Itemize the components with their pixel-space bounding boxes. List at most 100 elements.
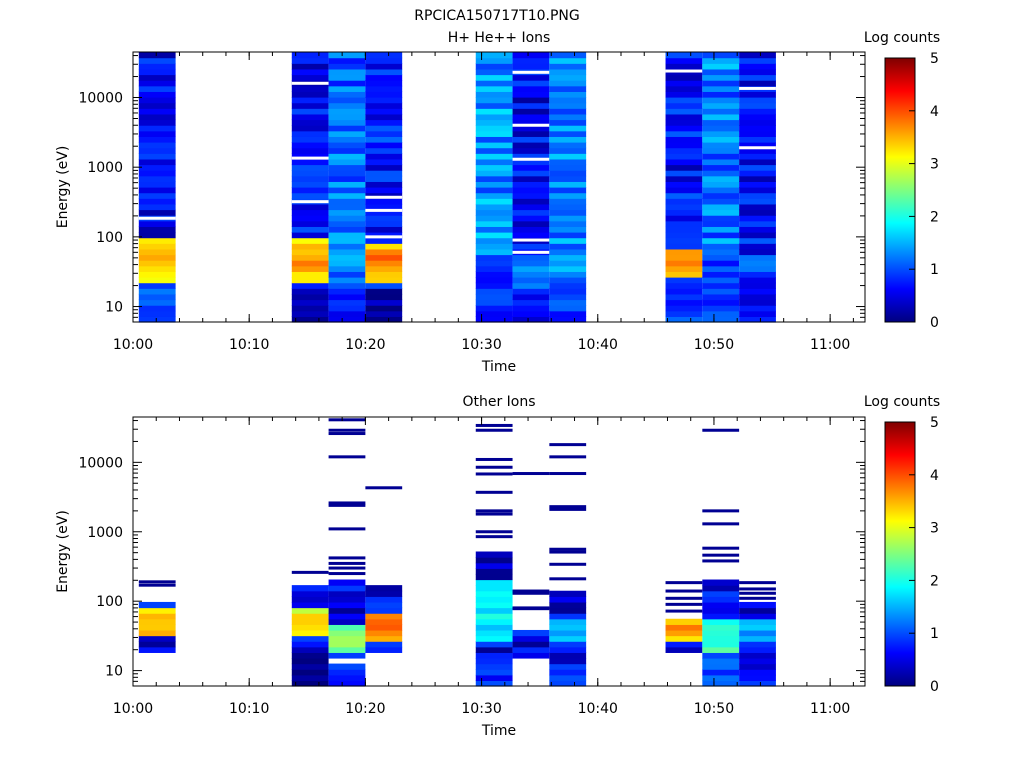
energy-bin — [512, 635, 550, 642]
energy-bin — [291, 310, 329, 317]
energy-bin — [291, 282, 329, 289]
energy-bin — [549, 641, 587, 648]
energy-bin — [138, 220, 176, 227]
energy-bin — [365, 198, 403, 205]
time-column — [138, 52, 176, 323]
energy-bin — [739, 215, 776, 222]
energy-bin — [549, 237, 587, 244]
energy-bin — [475, 299, 513, 306]
energy-bin — [549, 629, 587, 637]
energy-bin — [475, 113, 513, 121]
energy-bin — [475, 170, 513, 177]
energy-bin — [328, 265, 366, 272]
energy-bin — [365, 646, 403, 653]
energy-bin — [138, 80, 176, 87]
energy-bin — [365, 243, 403, 250]
energy-bin — [475, 601, 513, 609]
energy-bin — [665, 198, 703, 205]
energy-bin — [512, 175, 550, 182]
energy-bin — [475, 316, 513, 323]
energy-bin — [512, 299, 550, 306]
count-line — [702, 553, 740, 557]
energy-bin — [512, 288, 550, 295]
energy-bin — [475, 237, 513, 244]
x-tick-label: 11:00 — [810, 337, 850, 353]
energy-bin — [665, 237, 703, 244]
energy-bin — [665, 248, 703, 256]
energy-bin — [549, 248, 587, 256]
energy-bin — [328, 57, 366, 64]
energy-bin — [549, 646, 587, 653]
energy-bin — [475, 187, 513, 194]
energy-bin — [475, 282, 513, 289]
time-column — [665, 581, 703, 653]
energy-bin — [665, 635, 703, 642]
energy-bin — [475, 590, 513, 597]
energy-bin — [702, 624, 740, 631]
energy-bin — [512, 641, 550, 648]
data-gap — [512, 123, 550, 127]
colorbar-tick-label: 0 — [930, 679, 939, 695]
energy-bin — [549, 68, 587, 76]
colorbar-tick-label: 2 — [930, 573, 939, 589]
energy-bin — [665, 187, 703, 194]
energy-bin — [549, 52, 587, 59]
energy-bin — [549, 203, 587, 211]
energy-bin — [138, 641, 176, 648]
energy-bin — [365, 596, 403, 603]
energy-bin — [739, 74, 776, 81]
energy-bin — [665, 102, 703, 109]
energy-bin — [328, 97, 366, 104]
energy-bin — [328, 260, 366, 267]
energy-bin — [549, 192, 587, 199]
energy-bin — [702, 175, 740, 182]
energy-bin — [702, 226, 740, 233]
energy-bin — [739, 91, 776, 98]
energy-bin — [702, 158, 740, 166]
energy-bin — [328, 181, 366, 188]
energy-bin — [291, 618, 329, 625]
energy-bin — [549, 680, 587, 687]
energy-bin — [328, 164, 366, 171]
energy-bin — [702, 657, 740, 665]
energy-bin — [365, 170, 403, 177]
energy-bin — [365, 585, 403, 592]
energy-bin — [291, 170, 329, 177]
energy-bin — [365, 192, 403, 199]
energy-bin — [328, 108, 366, 115]
energy-bin — [475, 265, 513, 272]
data-gap — [365, 235, 403, 239]
colorbar-tick-label: 4 — [930, 468, 939, 484]
count-line — [702, 559, 740, 563]
time-column — [291, 52, 329, 323]
colorbar-tick-label: 5 — [930, 415, 939, 431]
energy-bin — [365, 629, 403, 637]
energy-bin — [475, 557, 513, 564]
x-tick-label: 10:20 — [345, 701, 385, 717]
energy-bin — [291, 63, 329, 70]
energy-bin — [328, 607, 366, 614]
energy-bin — [702, 170, 740, 177]
colorbar-tick-label: 1 — [930, 626, 939, 642]
energy-bin — [739, 153, 776, 160]
energy-bin — [365, 125, 403, 132]
energy-bin — [291, 641, 329, 648]
count-line — [475, 472, 513, 476]
energy-bin — [665, 260, 703, 267]
energy-bin — [702, 260, 740, 267]
energy-bin — [739, 220, 776, 227]
colorbar-tick-label: 4 — [930, 104, 939, 120]
energy-bin — [549, 277, 587, 284]
energy-bin — [512, 271, 550, 278]
y-axis-label: Energy (eV) — [55, 510, 71, 593]
energy-bin — [512, 316, 550, 323]
energy-bin — [365, 91, 403, 98]
energy-bin — [549, 669, 587, 676]
energy-bin — [328, 663, 366, 670]
energy-bin — [138, 601, 176, 609]
energy-bin — [138, 305, 176, 312]
energy-bin — [665, 203, 703, 211]
energy-bin — [365, 175, 403, 182]
energy-bin — [512, 164, 550, 171]
energy-bin — [549, 293, 587, 301]
